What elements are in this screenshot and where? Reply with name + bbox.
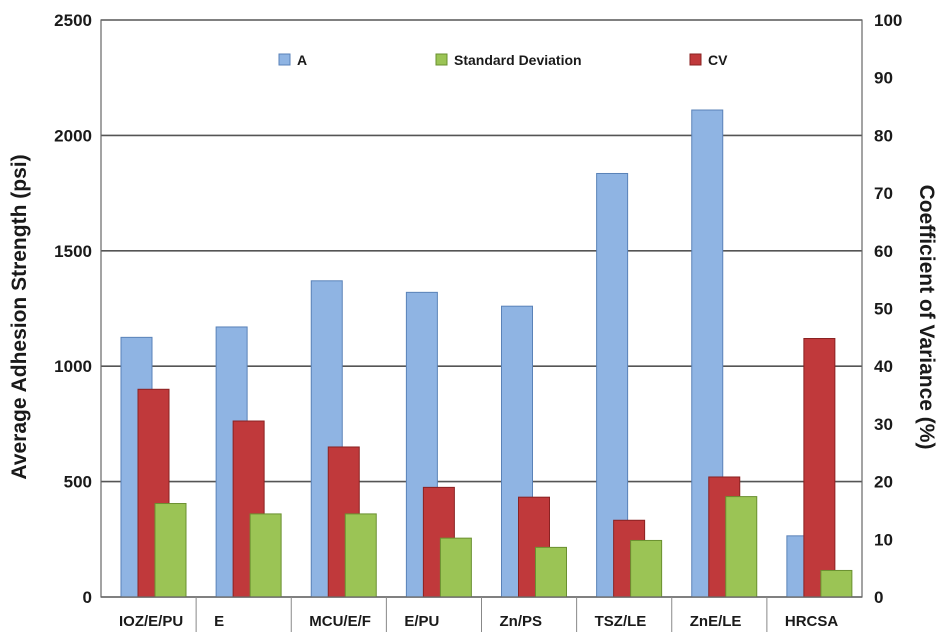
left-axis-ticks: 0 500 1000 1500 2000 2500 bbox=[54, 11, 92, 607]
right-tick-label: 30 bbox=[874, 415, 893, 434]
category-label: MCU/E/F bbox=[309, 613, 371, 630]
bars bbox=[120, 109, 853, 598]
bar-standard-deviation bbox=[725, 496, 758, 598]
right-tick-label: 90 bbox=[874, 69, 893, 88]
bar-standard-deviation bbox=[630, 539, 663, 598]
category-label: ZnE/LE bbox=[690, 613, 742, 630]
bar-standard-deviation bbox=[344, 513, 377, 598]
right-tick-label: 80 bbox=[874, 126, 893, 145]
legend-swatch bbox=[278, 53, 291, 66]
left-tick-label: 2000 bbox=[54, 126, 92, 145]
bar-standard-deviation bbox=[535, 546, 567, 598]
bar-standard-deviation bbox=[439, 537, 472, 598]
category-label: TSZ/LE bbox=[595, 613, 647, 630]
category-label: E bbox=[214, 613, 224, 630]
legend-swatch bbox=[435, 53, 448, 66]
category-labels: IOZ/E/PU E MCU/E/F E/PU Zn/PS TSZ/LE ZnE/LE HRC… bbox=[119, 597, 838, 632]
legend-label: A bbox=[297, 52, 307, 68]
right-tick-label: 20 bbox=[874, 473, 893, 492]
category-label: IOZ/E/PU bbox=[119, 613, 183, 630]
legend-swatch bbox=[689, 53, 702, 66]
legend-label: CV bbox=[708, 52, 728, 68]
right-tick-label: 60 bbox=[874, 242, 893, 261]
legend-label: Standard Deviation bbox=[454, 52, 582, 68]
right-tick-label: 100 bbox=[874, 11, 902, 30]
category-label: Zn/PS bbox=[500, 613, 543, 630]
right-axis-ticks: 0 10 20 30 40 50 60 70 80 90 100 bbox=[874, 11, 902, 607]
category-label: HRCSA bbox=[785, 613, 839, 630]
legend: A Standard Deviation CV bbox=[278, 52, 728, 68]
bar-standard-deviation bbox=[154, 503, 187, 598]
left-tick-label: 500 bbox=[64, 473, 92, 492]
right-tick-label: 0 bbox=[874, 588, 883, 607]
bar-standard-deviation bbox=[820, 569, 853, 598]
left-tick-label: 1500 bbox=[54, 242, 92, 261]
category-label: E/PU bbox=[404, 613, 439, 630]
right-tick-label: 10 bbox=[874, 530, 893, 549]
right-tick-label: 70 bbox=[874, 184, 893, 203]
right-tick-label: 50 bbox=[874, 300, 893, 319]
left-axis-title: Average Adhesion Strength (psi) bbox=[8, 154, 31, 479]
right-axis-title: Coefficient of Variance (%) bbox=[915, 185, 937, 450]
left-tick-label: 2500 bbox=[54, 11, 92, 30]
bar-cv bbox=[803, 338, 836, 598]
right-tick-label: 40 bbox=[874, 357, 893, 376]
left-tick-label: 1000 bbox=[54, 357, 92, 376]
bar-standard-deviation bbox=[249, 513, 282, 598]
left-tick-label: 0 bbox=[83, 588, 92, 607]
